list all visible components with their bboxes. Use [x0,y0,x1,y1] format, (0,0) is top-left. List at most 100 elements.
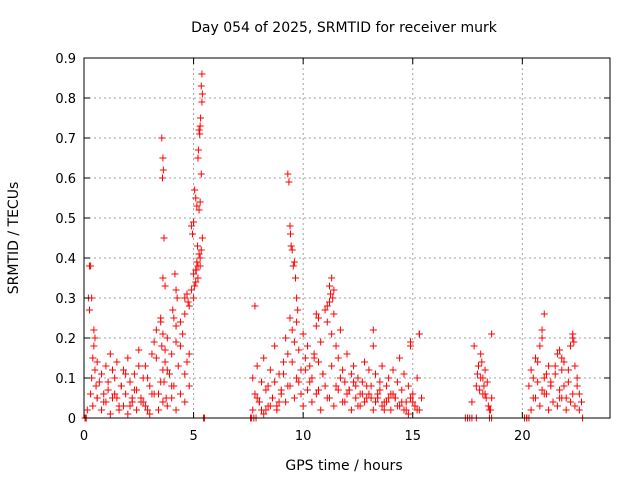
data-point [161,358,169,366]
data-point [540,310,548,318]
data-point [567,398,575,406]
data-point [365,366,373,374]
data-point [286,382,294,390]
data-point [191,282,199,290]
data-point [538,386,546,394]
data-point [262,386,270,394]
x-tick-label: 5 [189,429,197,444]
data-point [398,386,406,394]
data-point [163,366,171,374]
data-point [545,362,553,370]
data-point [176,318,184,326]
data-point [194,262,202,270]
data-point [542,370,550,378]
data-point [343,350,351,358]
data-point [473,370,481,378]
data-point [396,354,404,362]
data-point [374,394,382,402]
data-point [480,382,488,390]
data-point [488,330,496,338]
data-point [356,402,364,410]
data-point [122,390,130,398]
data-point [319,370,327,378]
data-point [482,394,490,402]
data-point [478,358,486,366]
data-point [534,378,542,386]
data-point [111,374,119,382]
data-point [325,282,333,290]
data-point [332,382,340,390]
data-point [413,374,421,382]
data-point [188,230,196,238]
data-point [181,370,189,378]
data-point [477,350,485,358]
data-point [472,382,480,390]
data-point [148,350,156,358]
data-point [470,342,478,350]
data-point [369,406,377,414]
data-point [115,406,123,414]
data-point [195,250,203,258]
data-point [284,350,292,358]
data-point [536,402,544,410]
data-point [382,398,390,406]
data-point [407,394,415,402]
data-point [104,386,112,394]
data-point [365,390,373,398]
y-tick-label: 0.1 [55,372,76,387]
data-point [193,202,201,210]
data-point [258,406,266,414]
data-point [540,390,548,398]
data-point [538,326,546,334]
data-point [141,362,149,370]
data-point [328,362,336,370]
data-point [328,330,336,338]
data-point [279,358,287,366]
data-point [190,270,198,278]
data-point [150,390,158,398]
data-point [284,170,292,178]
data-point [195,126,203,134]
data-point [98,370,106,378]
data-point [163,334,171,342]
data-point [83,406,91,414]
data-point [352,382,360,390]
data-point [361,398,369,406]
data-point [400,406,408,414]
data-point [111,390,119,398]
x-tick-label: 10 [295,429,312,444]
chart-title: Day 054 of 2025, SRMTID for receiver mur… [191,20,498,36]
data-point [271,342,279,350]
data-point [159,330,167,338]
data-point [367,394,375,402]
data-point [569,390,577,398]
data-point [165,370,173,378]
data-point [195,206,203,214]
data-point [293,374,301,382]
data-point [396,402,404,410]
data-point [551,370,559,378]
data-point [371,370,379,378]
data-point [288,358,296,366]
data-point [183,358,191,366]
data-point [289,262,297,270]
x-axis-title: GPS time / hours [285,458,402,474]
data-point [190,218,198,226]
data-point [158,134,166,142]
data-point [312,390,320,398]
data-point [336,374,344,382]
data-point [181,398,189,406]
data-point [294,306,302,314]
plot-frame [83,57,611,419]
data-point [540,374,548,382]
data-point [329,294,337,302]
data-point [479,374,487,382]
data-point [475,362,482,370]
data-point [90,342,98,350]
data-point [323,318,331,326]
data-point [345,386,353,394]
data-point [179,330,187,338]
data-point [385,394,393,402]
data-point [323,302,331,310]
y-axis-title: SRMTID / TECUs [6,182,22,295]
